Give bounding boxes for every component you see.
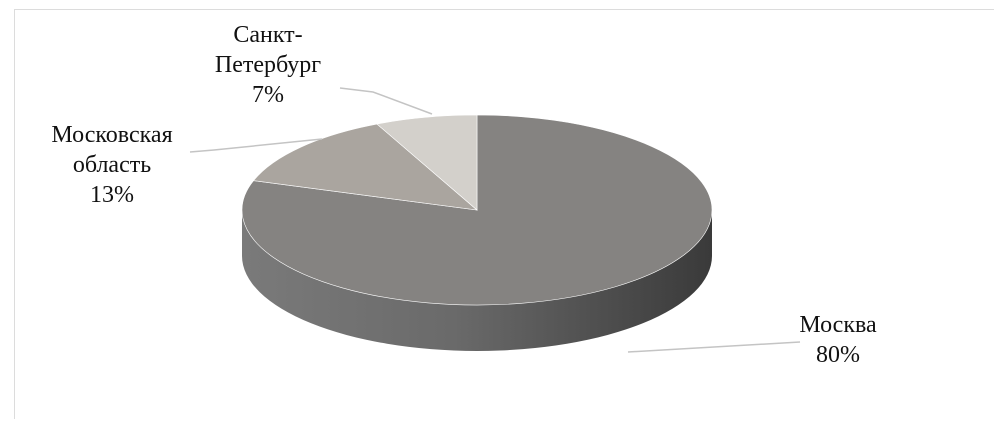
leader-line-1: [627, 341, 801, 353]
leader-lines: [189, 87, 801, 353]
chart-frame: [14, 9, 994, 419]
leader-line-2: [189, 138, 323, 153]
data-label-1-line-1: Москва: [799, 312, 877, 338]
leader-line-3: [339, 87, 433, 115]
data-label-1-line-2: 80%: [816, 342, 860, 368]
pie-side: [242, 210, 712, 351]
pie-slice-2: [252, 123, 478, 211]
data-labels: Москва 80% Московская область 13% Санкт- Петер…: [51, 22, 877, 368]
data-label-3-line-3: 7%: [252, 82, 284, 108]
pie-slice-3: [376, 114, 478, 211]
data-label-2-line-3: 13%: [90, 182, 134, 208]
pie-slices: [241, 114, 713, 306]
data-label-3-line-2: Петербург: [215, 52, 321, 78]
data-label-2-line-1: Московская: [51, 122, 172, 148]
data-label-2-line-2: область: [73, 152, 151, 178]
data-label-3-line-1: Санкт-: [233, 22, 302, 48]
pie-side-wall: [242, 210, 712, 351]
